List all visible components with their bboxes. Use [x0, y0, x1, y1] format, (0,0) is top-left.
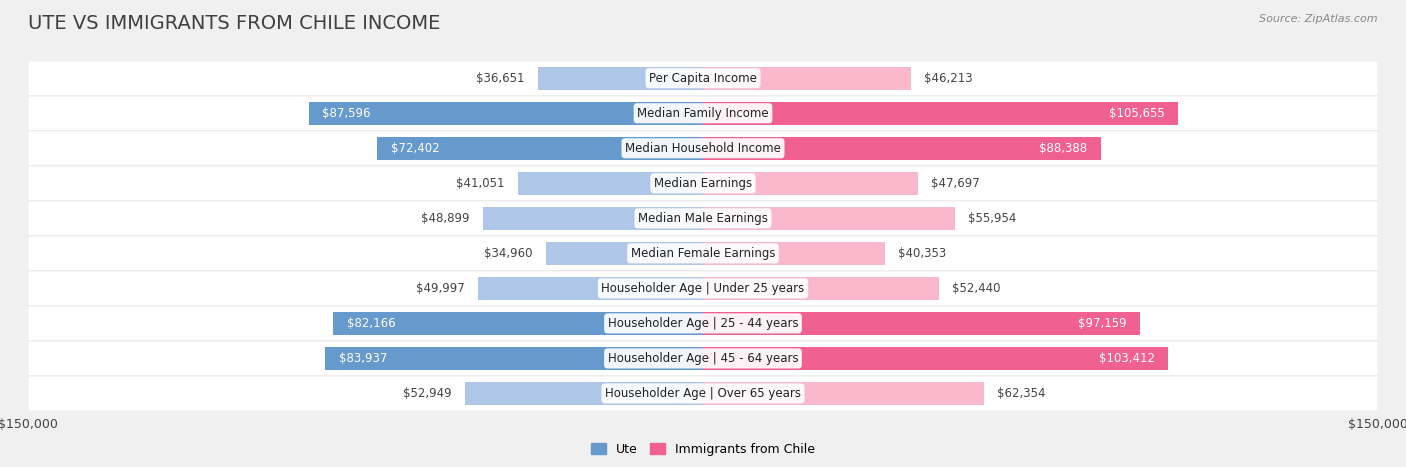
Text: Median Male Earnings: Median Male Earnings: [638, 212, 768, 225]
FancyBboxPatch shape: [28, 341, 1378, 376]
Text: $48,899: $48,899: [420, 212, 470, 225]
Text: Median Household Income: Median Household Income: [626, 142, 780, 155]
Text: Per Capita Income: Per Capita Income: [650, 72, 756, 85]
FancyBboxPatch shape: [28, 236, 1378, 271]
Text: Median Female Earnings: Median Female Earnings: [631, 247, 775, 260]
Text: $46,213: $46,213: [924, 72, 973, 85]
FancyBboxPatch shape: [28, 201, 1378, 236]
FancyBboxPatch shape: [28, 271, 1378, 306]
Text: Householder Age | Over 65 years: Householder Age | Over 65 years: [605, 387, 801, 400]
Bar: [325, 347, 703, 370]
Text: Source: ZipAtlas.com: Source: ZipAtlas.com: [1260, 14, 1378, 24]
Bar: [703, 102, 1178, 125]
Bar: [703, 277, 939, 300]
FancyBboxPatch shape: [28, 131, 1378, 166]
Bar: [703, 312, 1140, 335]
Text: $52,440: $52,440: [952, 282, 1001, 295]
Text: $62,354: $62,354: [997, 387, 1046, 400]
Bar: [703, 242, 884, 265]
Text: Householder Age | Under 25 years: Householder Age | Under 25 years: [602, 282, 804, 295]
Text: $105,655: $105,655: [1109, 107, 1164, 120]
Bar: [519, 172, 703, 195]
Text: Median Family Income: Median Family Income: [637, 107, 769, 120]
Text: UTE VS IMMIGRANTS FROM CHILE INCOME: UTE VS IMMIGRANTS FROM CHILE INCOME: [28, 14, 440, 33]
Bar: [333, 312, 703, 335]
Text: $49,997: $49,997: [416, 282, 464, 295]
Legend: Ute, Immigrants from Chile: Ute, Immigrants from Chile: [586, 438, 820, 461]
Bar: [546, 242, 703, 265]
Bar: [538, 67, 703, 90]
Bar: [377, 137, 703, 160]
Bar: [703, 347, 1168, 370]
Text: $52,949: $52,949: [402, 387, 451, 400]
Bar: [484, 207, 703, 230]
Text: $47,697: $47,697: [931, 177, 980, 190]
FancyBboxPatch shape: [28, 61, 1378, 96]
Text: Householder Age | 25 - 44 years: Householder Age | 25 - 44 years: [607, 317, 799, 330]
FancyBboxPatch shape: [28, 376, 1378, 411]
FancyBboxPatch shape: [28, 96, 1378, 131]
Bar: [703, 137, 1101, 160]
Text: $55,954: $55,954: [969, 212, 1017, 225]
Text: $83,937: $83,937: [339, 352, 387, 365]
Text: $41,051: $41,051: [457, 177, 505, 190]
Text: $87,596: $87,596: [322, 107, 371, 120]
Bar: [465, 382, 703, 405]
Text: $40,353: $40,353: [898, 247, 946, 260]
Bar: [703, 382, 984, 405]
Text: $97,159: $97,159: [1078, 317, 1126, 330]
FancyBboxPatch shape: [28, 306, 1378, 341]
Text: $88,388: $88,388: [1039, 142, 1087, 155]
Bar: [478, 277, 703, 300]
Text: $82,166: $82,166: [347, 317, 395, 330]
Text: Median Earnings: Median Earnings: [654, 177, 752, 190]
Text: Householder Age | 45 - 64 years: Householder Age | 45 - 64 years: [607, 352, 799, 365]
Bar: [309, 102, 703, 125]
Text: $34,960: $34,960: [484, 247, 533, 260]
Text: $103,412: $103,412: [1098, 352, 1154, 365]
Bar: [703, 207, 955, 230]
Bar: [703, 67, 911, 90]
FancyBboxPatch shape: [28, 166, 1378, 201]
Text: $72,402: $72,402: [391, 142, 439, 155]
Text: $36,651: $36,651: [477, 72, 524, 85]
Bar: [703, 172, 918, 195]
